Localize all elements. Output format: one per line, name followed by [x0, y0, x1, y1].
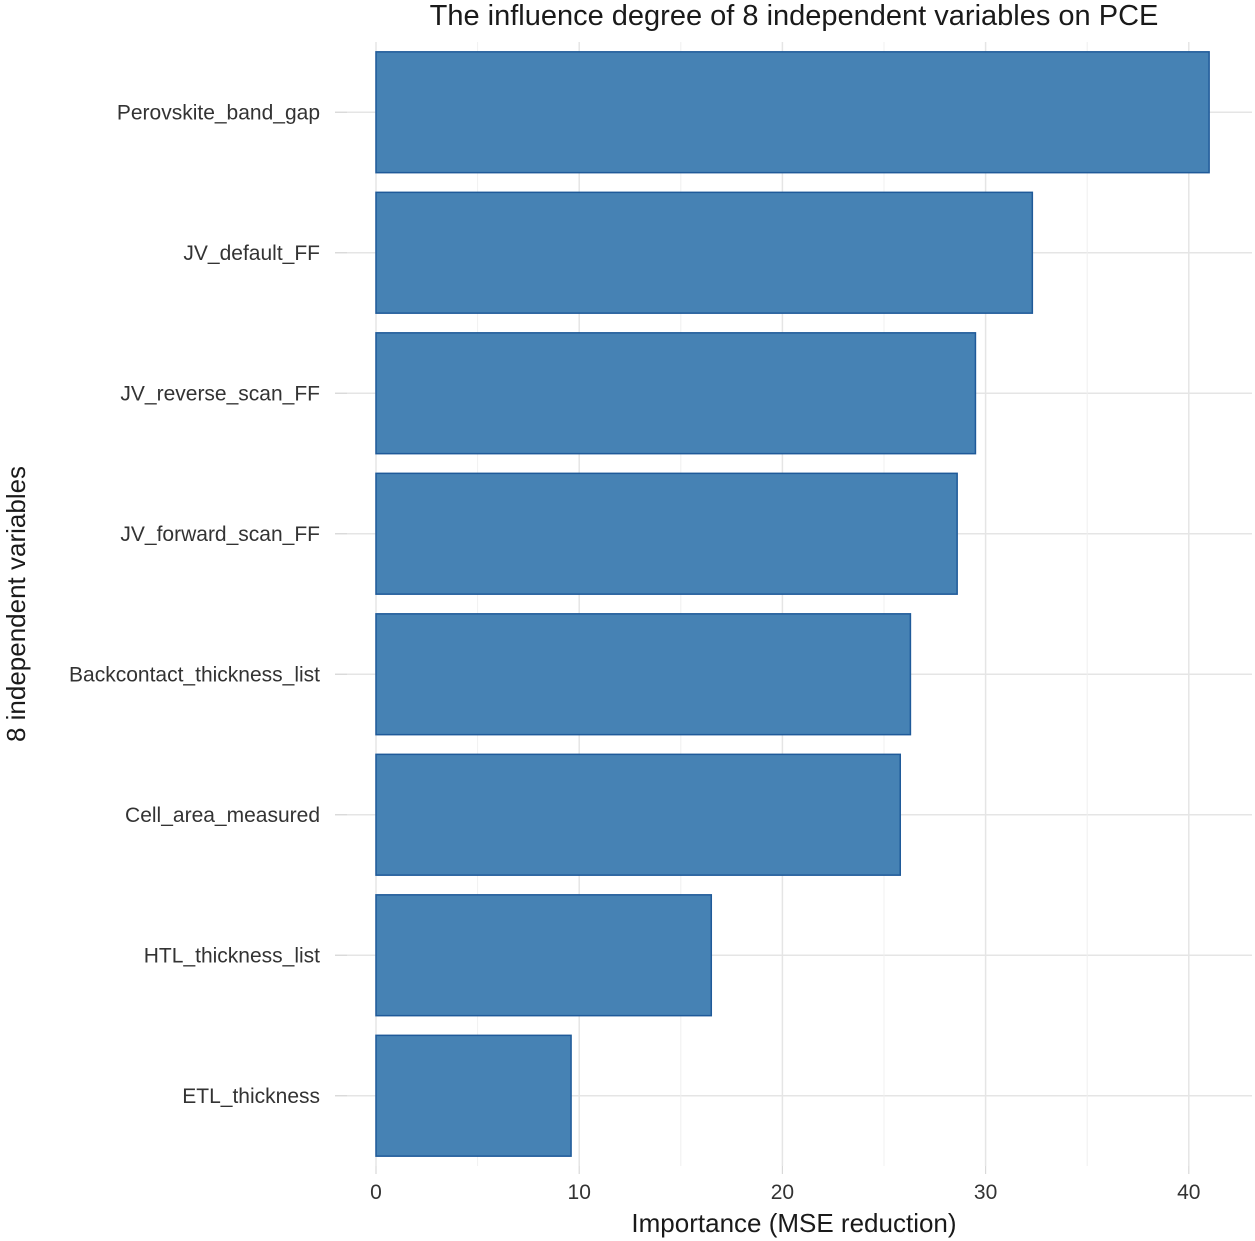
y-tick-label: Backcontact_thickness_list: [69, 663, 320, 686]
y-axis-ticks: Perovskite_band_gap JV_default_FF JV_rever…: [69, 101, 347, 1108]
bar-perovskite-band-gap: [375, 51, 1210, 174]
bar-jv-reverse-scan-ff: [375, 332, 977, 455]
x-axis-ticks: 0 10 20 30 40: [370, 1166, 1200, 1204]
bar-backcontact-thickness-list: [375, 613, 912, 736]
x-tick-label: 10: [568, 1181, 591, 1204]
y-tick-label: HTL_thickness_list: [144, 944, 320, 967]
y-tick-label: ETL_thickness: [182, 1085, 320, 1108]
x-axis-title: Importance (MSE reduction): [631, 1208, 956, 1238]
y-tick-label: Perovskite_band_gap: [117, 101, 320, 124]
x-tick-label: 30: [974, 1181, 997, 1204]
y-tick-label: JV_reverse_scan_FF: [120, 382, 320, 405]
y-tick-label: JV_default_FF: [183, 242, 320, 265]
bar-jv-forward-scan-ff: [375, 472, 958, 595]
y-axis-title: 8 independent variables: [1, 466, 31, 742]
bar-etl-thickness: [375, 1034, 572, 1157]
chart-title: The influence degree of 8 independent va…: [430, 0, 1159, 32]
x-tick-label: 0: [370, 1181, 382, 1204]
y-tick-label: Cell_area_measured: [125, 804, 320, 827]
bar-jv-default-ff: [375, 191, 1034, 314]
x-tick-label: 20: [771, 1181, 794, 1204]
bar-cell-area-measured: [375, 753, 902, 876]
bar-htl-thickness-list: [375, 894, 713, 1017]
y-tick-label: JV_forward_scan_FF: [120, 523, 320, 546]
bars-layer: [375, 51, 1210, 1157]
x-tick-label: 40: [1177, 1181, 1200, 1204]
